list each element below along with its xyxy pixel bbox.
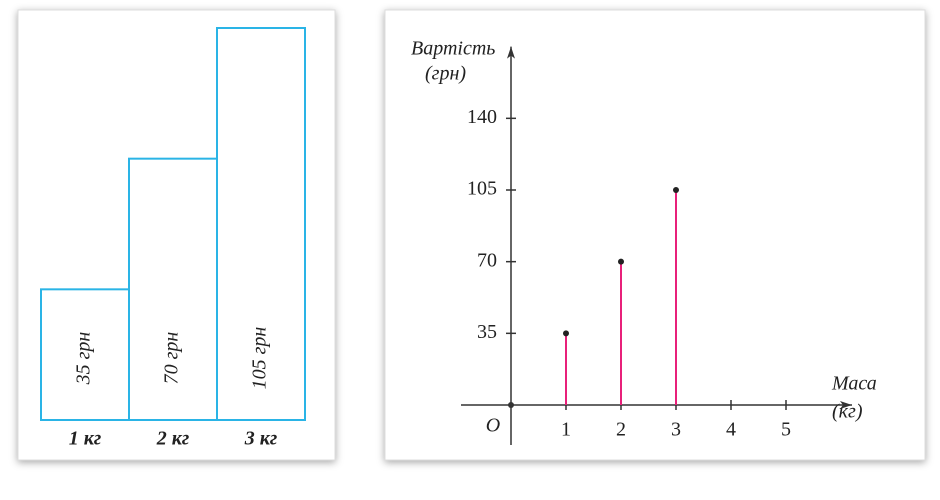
value-label: 35 грн [73, 332, 95, 386]
x-tick-label: 4 [726, 419, 736, 441]
x-axis-unit: (кг) [832, 401, 863, 423]
y-arrow [507, 46, 515, 59]
y-tick-label: 105 [467, 178, 497, 200]
x-tick-label: 2 [616, 419, 626, 441]
x-tick-label: 1 кг [69, 428, 102, 450]
x-tick-label: 3 кг [244, 428, 278, 450]
x-axis-label: Маса [831, 373, 877, 395]
y-tick-label: 35 [477, 321, 497, 343]
x-tick-label: 5 [781, 419, 791, 441]
origin-label: O [486, 415, 500, 437]
origin-point [508, 402, 514, 408]
value-label: 70 грн [161, 332, 183, 385]
x-tick-label: 3 [671, 419, 681, 441]
y-axis-unit: (грн) [425, 63, 466, 85]
left-panel [17, 9, 336, 461]
point [673, 187, 679, 193]
point [563, 330, 569, 337]
x-tick-label: 1 [561, 419, 571, 441]
bar [216, 27, 306, 421]
y-axis-label: Вартість [411, 38, 495, 60]
right-panel [384, 9, 926, 461]
x-arrow [840, 401, 852, 409]
value-label: 105 грн [249, 327, 271, 390]
x-tick-label: 2 кг [156, 428, 190, 450]
point [618, 258, 624, 265]
y-tick-label: 70 [477, 249, 497, 271]
y-tick-label: 140 [467, 106, 497, 128]
